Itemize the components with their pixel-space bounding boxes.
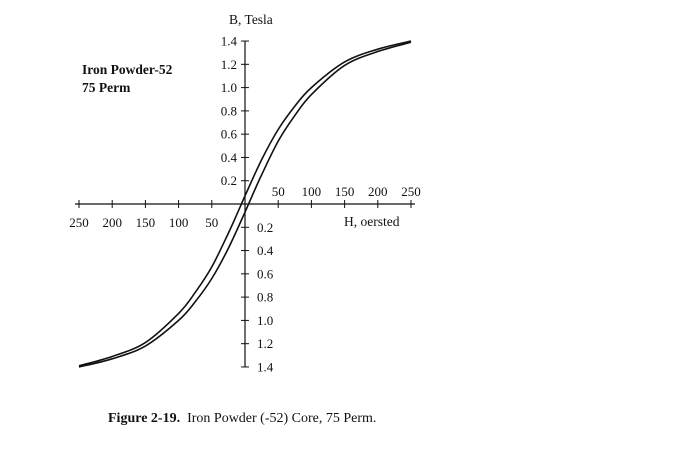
figure-caption: Figure 2-19. Iron Powder (-52) Core, 75 …: [108, 411, 376, 427]
y-tick-label: 1.2: [221, 57, 237, 72]
x-tick-label: 100: [302, 184, 322, 199]
x-tick-label: 150: [136, 215, 156, 230]
x-tick-label: 150: [335, 184, 355, 199]
descending-branch-line: [78, 40, 412, 367]
x-tick-label: 200: [102, 215, 122, 230]
axes: [75, 41, 415, 367]
x-tick-label: 50: [205, 215, 218, 230]
bh-loop-chart: 250 200 150 100 50 50 100 150 200 250 1.4 1.2 1.0 0.8…: [69, 12, 421, 375]
ticks: [78, 40, 412, 368]
y-tick-label: 1.4: [257, 359, 274, 374]
x-tick-label: 250: [69, 215, 89, 230]
x-tick-label: 50: [272, 184, 285, 199]
y-tick-label: 0.8: [257, 290, 273, 305]
ascending-branch-line: [78, 41, 412, 368]
y-tick-label: 0.4: [257, 243, 274, 258]
caption-text: Iron Powder (-52) Core, 75 Perm.: [187, 411, 377, 426]
x-axis-title: H, oersted: [344, 214, 400, 229]
y-tick-label: 0.6: [221, 127, 238, 142]
tick-labels: 250 200 150 100 50 50 100 150 200 250 1.4 1.2 1.0 0.8…: [69, 34, 421, 375]
x-tick-label: 250: [401, 184, 421, 199]
y-tick-label: 0.2: [257, 220, 273, 235]
y-tick-label: 1.0: [257, 313, 273, 328]
material-label-line2: 75 Perm: [82, 80, 131, 95]
x-tick-label: 100: [169, 215, 189, 230]
y-tick-label: 1.2: [257, 336, 273, 351]
y-axis-title: B, Tesla: [229, 12, 273, 27]
x-tick-label: 200: [368, 184, 388, 199]
caption-number: Figure 2-19.: [108, 411, 181, 426]
y-tick-label: 0.8: [221, 103, 237, 118]
y-tick-label: 1.0: [221, 80, 237, 95]
y-tick-label: 0.4: [221, 150, 238, 165]
y-tick-label: 1.4: [221, 34, 238, 49]
y-tick-label: 0.6: [257, 266, 274, 281]
material-label-line1: Iron Powder-52: [82, 62, 173, 77]
y-tick-label: 0.2: [221, 173, 237, 188]
hysteresis-curves: [78, 40, 412, 368]
